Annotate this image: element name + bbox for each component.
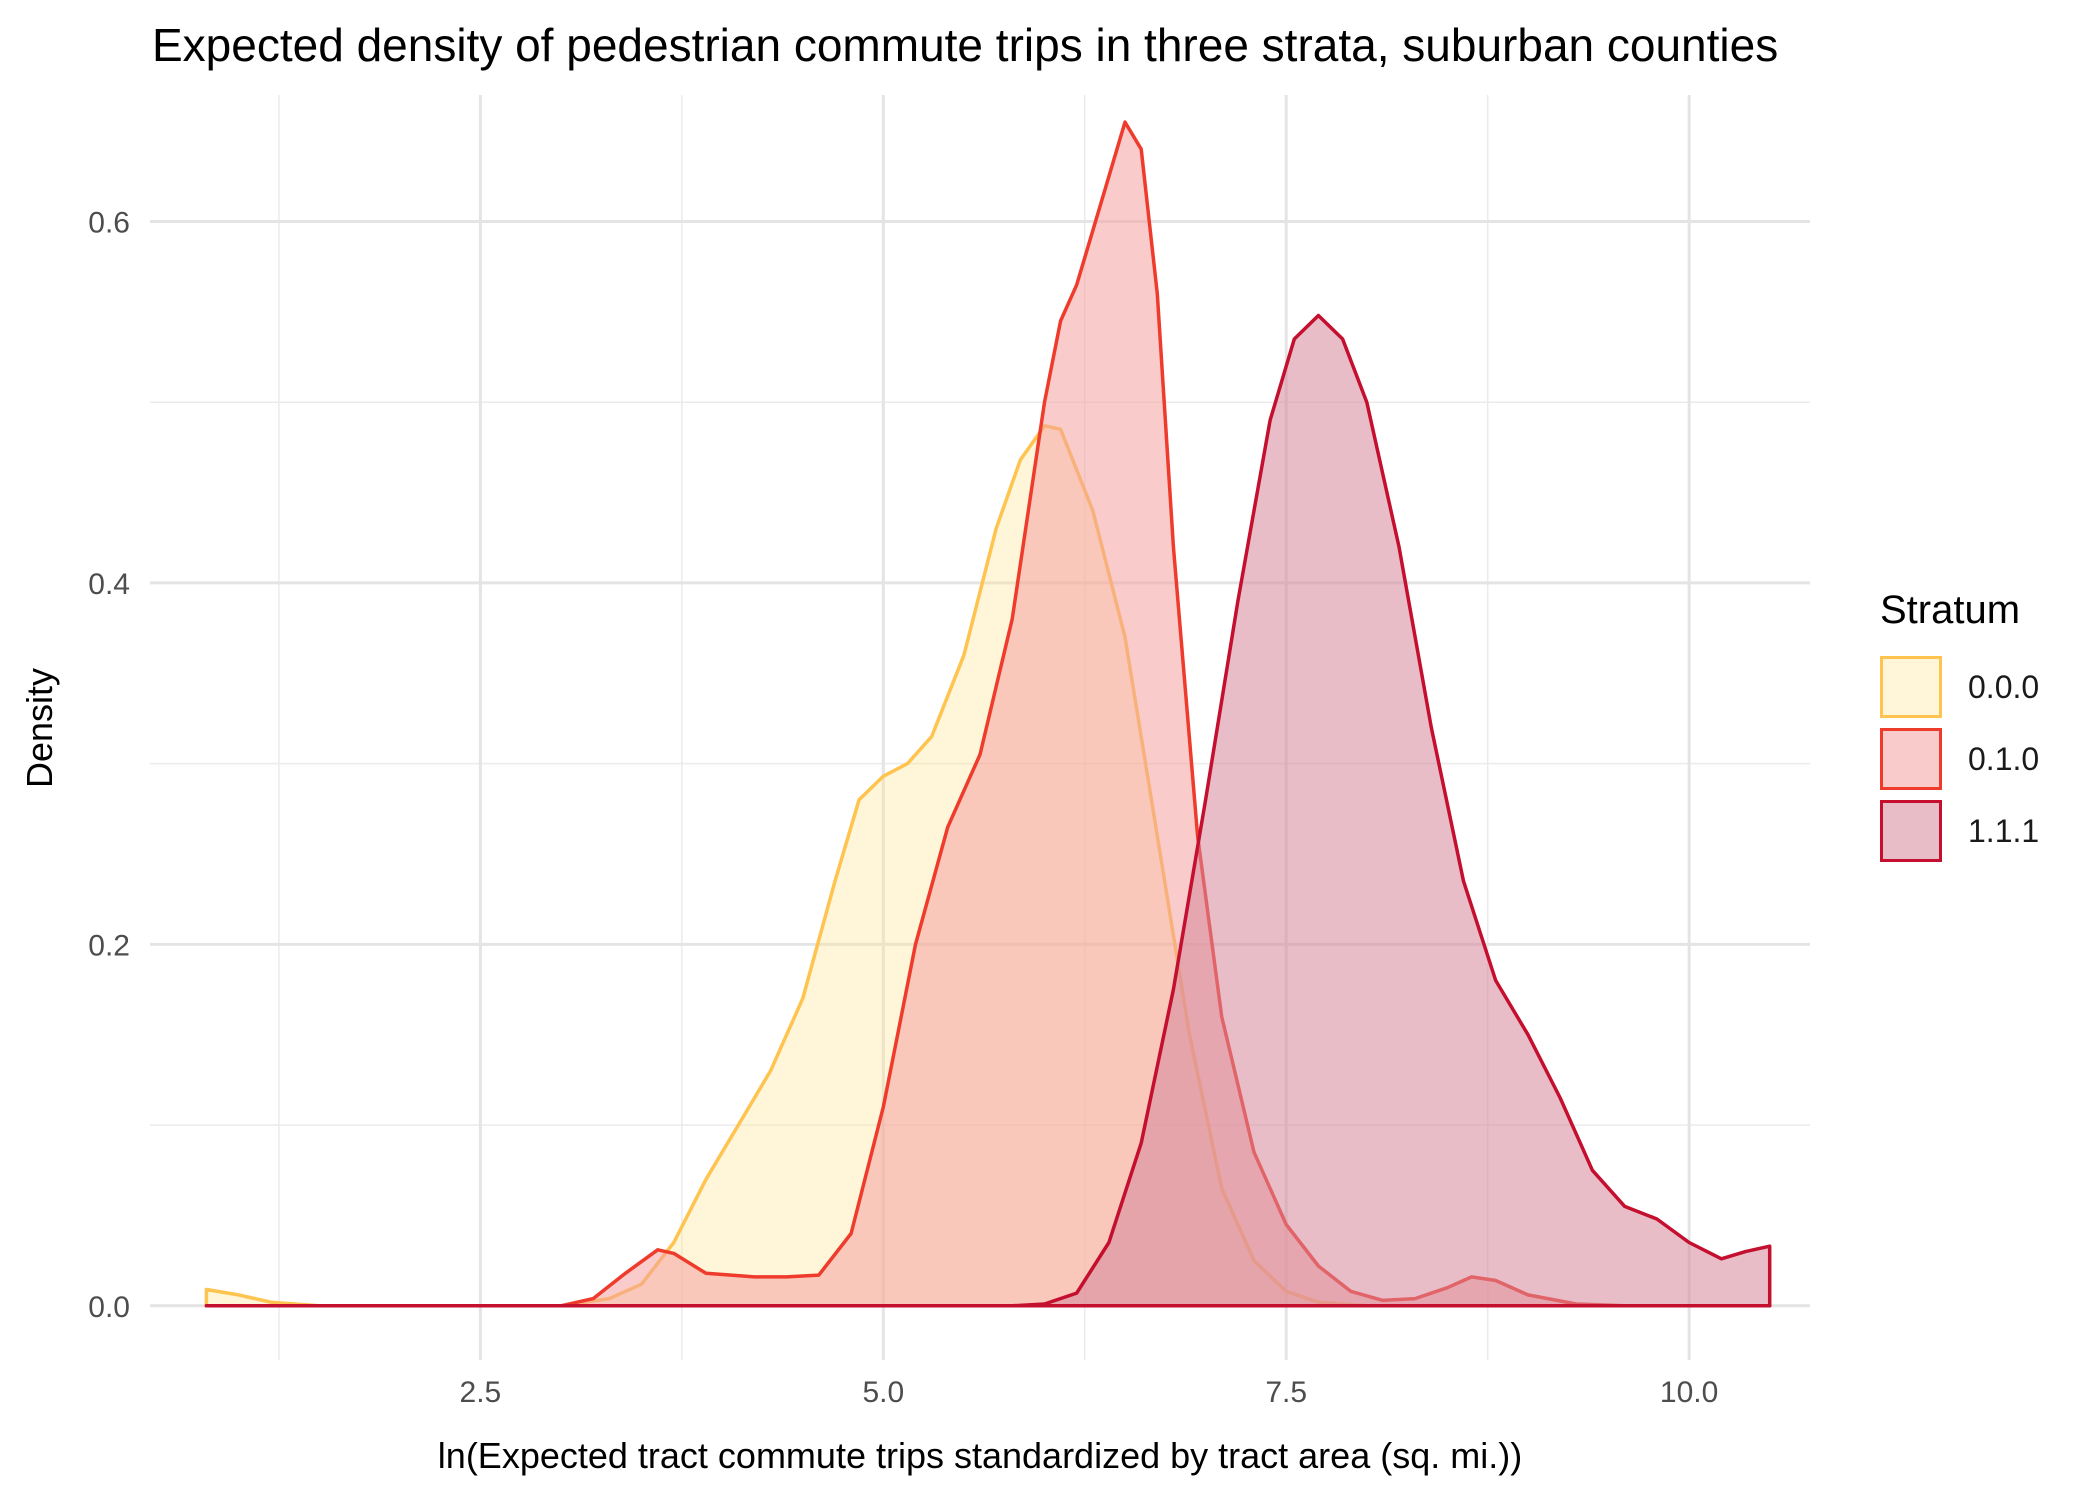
legend: Stratum 0.0.0 0.1.0 1.1.1	[1880, 588, 2039, 867]
y-tick-label: 0.2	[88, 929, 130, 962]
x-tick-label: 10.0	[1660, 1376, 1718, 1409]
density-area-1-1-1	[204, 313, 1772, 1308]
legend-item: 1.1.1	[1880, 795, 2039, 867]
x-tick-label: 7.5	[1265, 1376, 1307, 1409]
legend-key-swatch	[1880, 656, 1942, 718]
legend-item: 0.1.0	[1880, 723, 2039, 795]
legend-item: 0.0.0	[1880, 651, 2039, 723]
y-tick-label: 0.4	[88, 568, 130, 601]
legend-title: Stratum	[1880, 588, 2021, 632]
axis-ticks: 0.0 0.2 0.4 0.6 2.5 5.0 7.5 10.0	[88, 207, 1718, 1410]
y-tick-label: 0.6	[88, 207, 130, 240]
legend-key-swatch	[1880, 728, 1942, 790]
legend-label: 0.1.0	[1968, 740, 2040, 777]
x-tick-label: 2.5	[460, 1376, 502, 1409]
legend-label: 1.1.1	[1968, 812, 2040, 849]
density-series	[204, 120, 1772, 1308]
legend-key-swatch	[1880, 800, 1942, 862]
y-axis-title: Density	[19, 668, 60, 788]
legend-label: 0.0.0	[1968, 668, 2040, 705]
x-axis-title: ln(Expected tract commute trips standard…	[438, 1435, 1522, 1476]
x-tick-label: 5.0	[862, 1376, 904, 1409]
chart-title: Expected density of pedestrian commute t…	[152, 19, 1779, 71]
y-tick-label: 0.0	[88, 1291, 130, 1324]
